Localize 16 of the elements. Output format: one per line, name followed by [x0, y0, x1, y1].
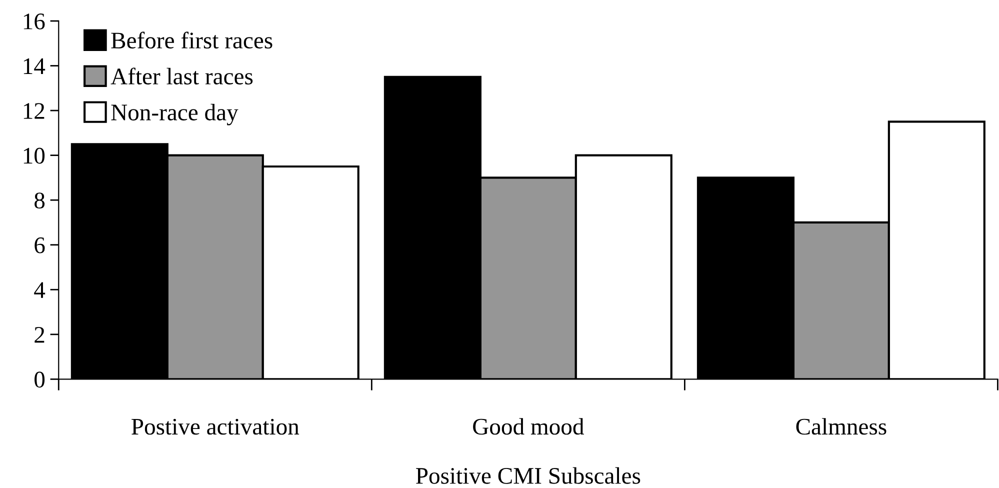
- legend-label: Non-race day: [111, 104, 238, 126]
- y-tick-label: 6: [34, 237, 45, 254]
- y-tick-label: 16: [24, 14, 45, 30]
- x-tick-label: Postive activation: [132, 418, 300, 435]
- x-tick-label: Good mood: [473, 418, 584, 435]
- legend-label: Before first races: [111, 32, 272, 49]
- y-tick-label: 14: [24, 58, 46, 74]
- y-tick-label: 12: [24, 103, 44, 119]
- x-axis-title: Positive CMI Subscales: [416, 467, 640, 484]
- y-tick-label: 10: [24, 148, 45, 164]
- y-tick-label: 2: [34, 326, 44, 343]
- y-tick-label: 0: [34, 372, 45, 388]
- y-tick-label: 4: [34, 282, 46, 298]
- y-tick-label: 8: [34, 192, 45, 209]
- legend-label: After last races: [110, 68, 253, 84]
- x-tick-label: Calmness: [796, 418, 886, 435]
